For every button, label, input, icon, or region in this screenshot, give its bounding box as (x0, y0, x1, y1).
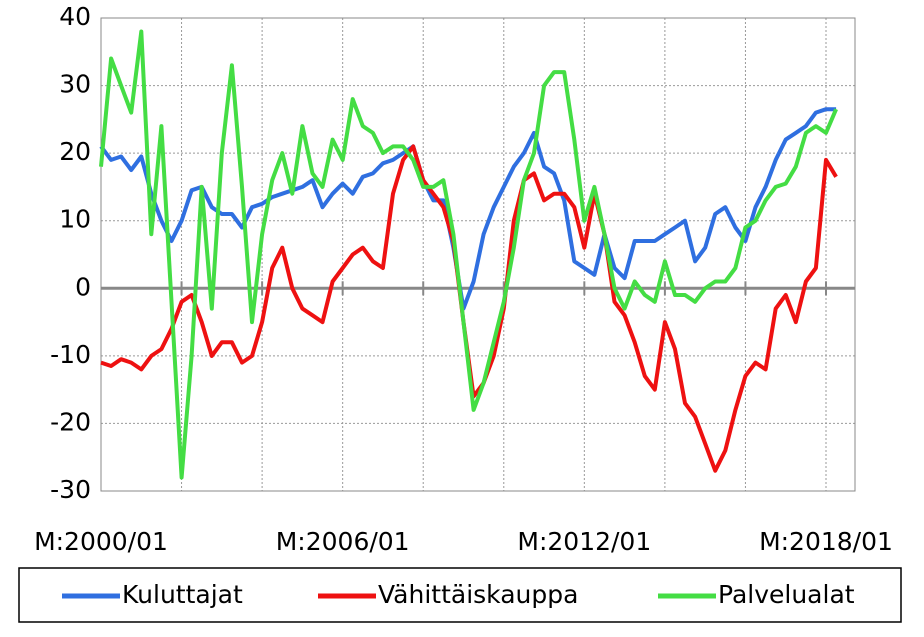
x-tick-label: M:2000/01 (34, 527, 168, 556)
legend-label: Vähittäiskauppa (378, 580, 578, 609)
legend-box (18, 567, 902, 623)
x-tick-label: M:2012/01 (517, 527, 651, 556)
plot-frame (100, 17, 856, 492)
series-line (99, 107, 837, 311)
y-tick-label: 30 (59, 70, 91, 99)
y-tick-label: -30 (50, 475, 91, 504)
x-tick-label: M:2006/01 (276, 527, 410, 556)
y-tick-label: 0 (75, 272, 91, 301)
x-tick-label: M:2018/01 (759, 527, 893, 556)
y-tick-label: 40 (59, 2, 91, 31)
y-tick-label: 20 (59, 137, 91, 166)
y-tick-label: -10 (50, 340, 91, 369)
series-line (99, 29, 838, 480)
legend-label: Kuluttajat (122, 580, 243, 609)
y-tick-label: 10 (59, 205, 91, 234)
y-tick-label: -20 (50, 407, 91, 436)
legend-label: Palvelualat (718, 580, 855, 609)
